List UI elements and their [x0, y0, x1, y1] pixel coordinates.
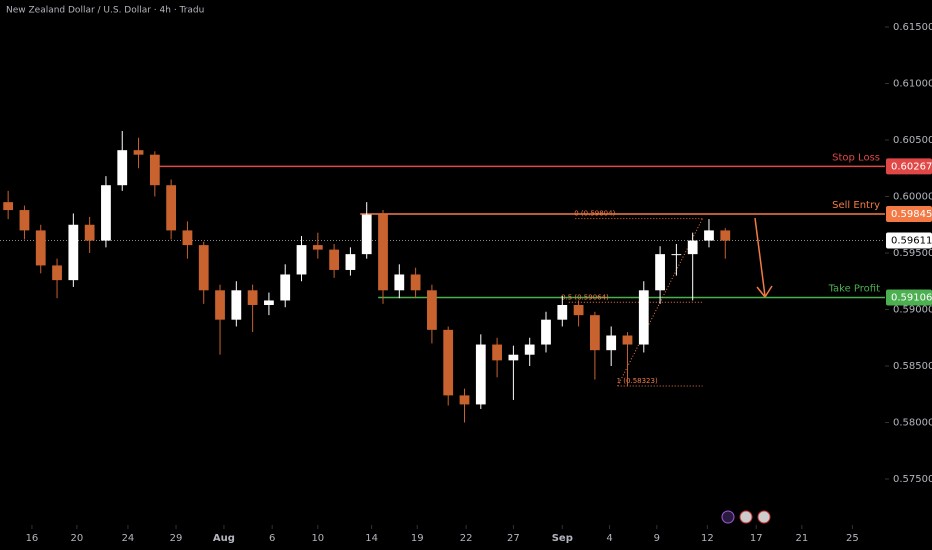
- x-tick-label: 12: [701, 533, 714, 544]
- x-tick-label: 16: [26, 533, 39, 544]
- y-tick-label: 0.59000: [893, 305, 932, 316]
- x-tick-label: 14: [365, 533, 378, 544]
- candle-body: [378, 214, 388, 291]
- x-tick-label: 17: [750, 533, 763, 544]
- x-tick-label: 10: [311, 533, 324, 544]
- candle-body: [655, 254, 665, 291]
- y-tick-label: 0.58000: [893, 418, 932, 429]
- x-tick-label: Sep: [552, 533, 573, 544]
- price-tag-label: 0.60267: [891, 161, 932, 172]
- candle-body: [459, 395, 470, 405]
- candle-body: [35, 230, 46, 266]
- candle-body: [101, 185, 111, 241]
- candle-body: [394, 274, 405, 291]
- x-tick-label: 29: [170, 533, 183, 544]
- candle-body: [427, 290, 437, 330]
- x-tick-label: 24: [122, 533, 135, 544]
- y-tick-label: 0.60000: [893, 192, 932, 203]
- candle-body: [443, 329, 454, 396]
- candle-body: [149, 154, 160, 186]
- x-tick-label: 27: [507, 533, 520, 544]
- candle-body: [52, 265, 62, 281]
- y-tick-label: 0.61000: [893, 79, 932, 90]
- x-tick-label: 20: [71, 533, 84, 544]
- candle-body: [215, 290, 225, 320]
- chart-title: New Zealand Dollar / U.S. Dollar · 4h · …: [6, 6, 204, 16]
- toolbar-icons: [721, 510, 771, 524]
- candle-body: [198, 245, 209, 291]
- candle-body: [704, 230, 714, 241]
- candle-body: [264, 300, 274, 305]
- candle-body: [557, 304, 568, 320]
- candle-body: [541, 319, 551, 345]
- candle-body: [508, 354, 519, 361]
- y-tick-label: 0.58500: [893, 361, 932, 372]
- price-tag: [886, 232, 932, 249]
- x-tick-label: 21: [796, 533, 809, 544]
- x-tick-label: 6: [269, 533, 275, 544]
- candle-body: [19, 210, 30, 231]
- candle-body: [475, 344, 486, 405]
- candle-body: [410, 274, 421, 291]
- candle-body: [638, 290, 649, 345]
- candle-body: [133, 150, 144, 155]
- candle-body: [84, 224, 95, 241]
- candle-body: [247, 290, 258, 305]
- x-tick-label: 4: [606, 533, 612, 544]
- candle-body: [280, 274, 291, 301]
- x-tick-label: 22: [460, 533, 473, 544]
- candle-body: [345, 254, 356, 270]
- candle-body: [117, 150, 128, 186]
- candle-body: [671, 254, 682, 256]
- level-label: Take Profit: [828, 284, 881, 295]
- arrow: [754, 217, 766, 297]
- candle-body: [296, 245, 307, 275]
- fib-label: 0 (0.59804): [574, 210, 615, 218]
- price-tag: [886, 206, 932, 223]
- price-tag: [886, 289, 932, 306]
- x-tick-label: 9: [654, 533, 660, 544]
- candle-body: [687, 240, 698, 255]
- candle-body: [524, 344, 535, 355]
- y-tick-label: 0.59500: [893, 248, 932, 259]
- candle-body: [573, 304, 584, 316]
- level-label: Stop Loss: [832, 152, 880, 163]
- price-tag-label: 0.59611: [891, 235, 932, 246]
- candle-body: [68, 224, 79, 281]
- y-tick-label: 0.60500: [893, 135, 932, 146]
- candle-body: [492, 344, 502, 361]
- candle-body: [182, 230, 193, 246]
- candle-body: [606, 335, 617, 351]
- candle-body: [3, 202, 14, 211]
- x-tick-label: Aug: [213, 533, 235, 544]
- candle-body: [231, 290, 242, 320]
- level-label: Sell Entry: [832, 200, 880, 211]
- y-tick-label: 0.57500: [893, 474, 932, 485]
- candle-body: [622, 335, 633, 345]
- candle-body: [329, 249, 340, 270]
- candle-body: [590, 315, 600, 351]
- x-tick-label: 25: [846, 533, 859, 544]
- candle-body: [361, 214, 372, 255]
- x-tick-label: 19: [411, 533, 424, 544]
- candle-body: [312, 245, 323, 250]
- fib-label: 0.5 (0.59064): [561, 293, 609, 301]
- y-tick-label: 0.61500: [893, 22, 932, 33]
- candle-body: [166, 185, 177, 231]
- price-tag-label: 0.59845: [891, 209, 932, 220]
- candle-body: [720, 230, 731, 241]
- price-tag: [886, 158, 932, 175]
- price-tag-label: 0.59106: [891, 293, 932, 304]
- fib-label: 1 (0.58323): [617, 377, 658, 385]
